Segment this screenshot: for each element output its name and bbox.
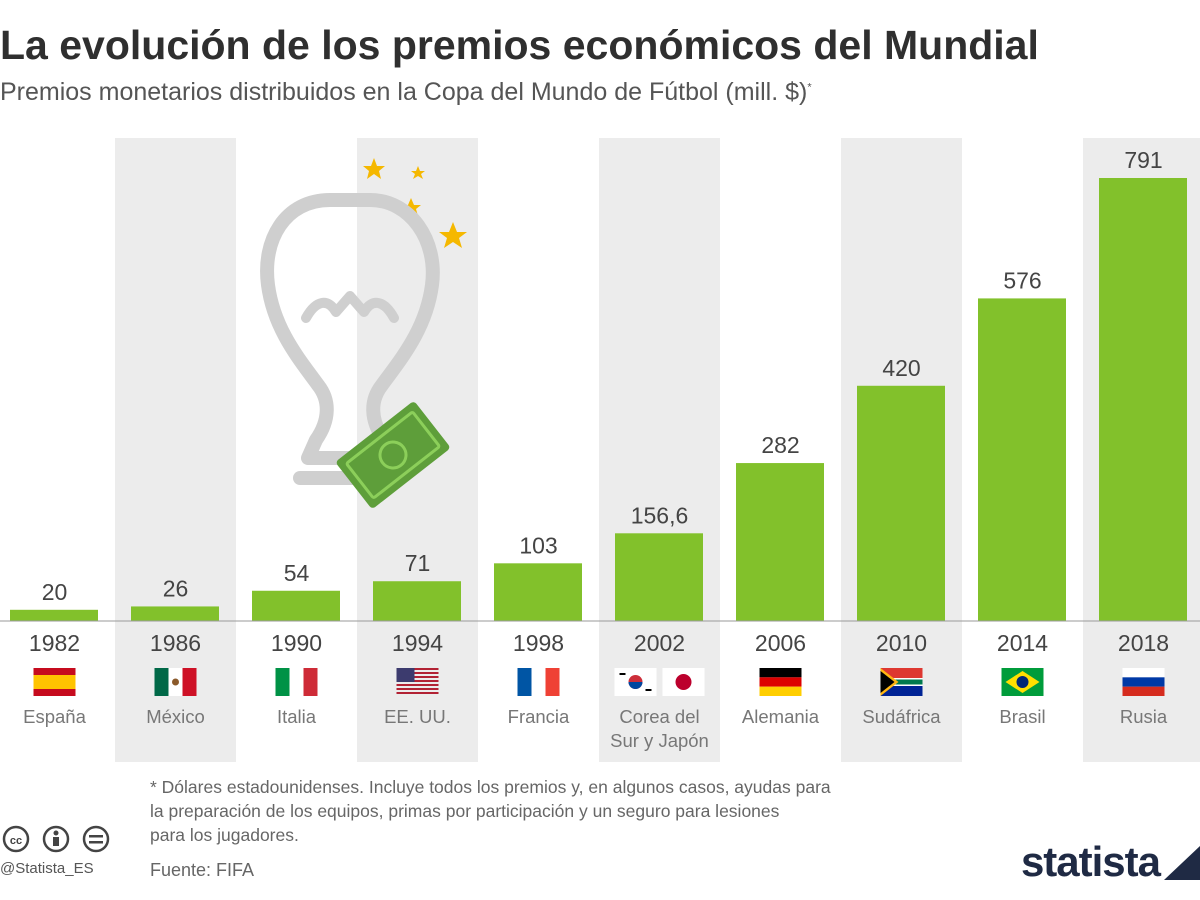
x-tick-label: 1990 (271, 630, 322, 656)
chart-subtitle: Premios monetarios distribuidos en la Co… (0, 78, 812, 107)
x-tick-label: 2018 (1118, 630, 1169, 656)
bar-chart: 20 26 54 71 103 156,6 282 420 576 791 1982 1986 199… (0, 138, 1200, 762)
bar (615, 533, 703, 621)
value-label: 576 (1003, 267, 1041, 293)
twitter-handle: @Statista_ES (0, 860, 94, 877)
x-tick-label: 2014 (997, 630, 1048, 656)
subtitle-text: Premios monetarios distribuidos en la Co… (0, 78, 808, 106)
x-tick-label: 1994 (392, 630, 443, 656)
x-tick-label: 1982 (29, 630, 80, 656)
attribution-icon (42, 825, 70, 853)
x-tick-label: 2010 (876, 630, 927, 656)
value-label: 282 (761, 432, 799, 458)
host-label: Sur y Japón (610, 730, 709, 751)
source-note: Fuente: FIFA (150, 860, 255, 880)
host-label: España (23, 706, 86, 727)
trophy-illustration (260, 158, 467, 508)
bar (131, 606, 219, 621)
no-derivatives-icon (82, 825, 110, 853)
chart-title: La evolución de los premios económicos d… (0, 22, 1039, 68)
value-label: 791 (1124, 147, 1162, 173)
statista-logo: statista (1020, 838, 1161, 885)
column-shading (115, 138, 1200, 762)
flag-icon (154, 668, 197, 696)
host-label: México (146, 706, 205, 727)
value-label: 103 (519, 532, 557, 558)
flag-icon (880, 668, 923, 696)
x-tick-labels: 1982 1986 1990 1994 1998 2002 2006 2010 2014 2018 (29, 630, 1169, 656)
value-label: 420 (882, 355, 920, 381)
bar (252, 590, 340, 621)
bars (10, 178, 1187, 621)
column-shade (599, 138, 720, 762)
statista-logo-icon (1164, 846, 1200, 880)
flag-icon (517, 668, 560, 696)
x-tick-label: 1998 (513, 630, 564, 656)
value-label: 156,6 (631, 502, 689, 528)
flag-icon (614, 668, 705, 696)
bar (1099, 178, 1187, 621)
flag-icon (1001, 668, 1044, 696)
x-tick-label: 1986 (150, 630, 201, 656)
value-label: 20 (42, 579, 68, 605)
footnote: * Dólares estadounidenses. Incluye todos… (150, 775, 990, 847)
host-label: Brasil (999, 706, 1045, 727)
host-label: EE. UU. (384, 706, 451, 727)
flag-icon (275, 668, 318, 696)
flag-icon (759, 668, 802, 696)
flag-icon (396, 668, 439, 694)
bar (736, 463, 824, 621)
host-label: Corea del (619, 706, 699, 727)
column-shade (115, 138, 236, 762)
footnote-line: para los jugadores. (150, 825, 299, 845)
value-label: 54 (284, 560, 310, 586)
footnote-line: la preparación de los equipos, primas po… (150, 801, 780, 821)
footnote-line: * Dólares estadounidenses. Incluye todos… (150, 777, 831, 797)
host-label: Francia (508, 706, 570, 727)
host-label: Sudáfrica (862, 706, 941, 727)
svg-text:cc: cc (10, 835, 22, 847)
banknote-icon (336, 402, 450, 508)
value-label: 26 (163, 575, 189, 601)
host-flags (33, 668, 1165, 696)
x-tick-label: 2006 (755, 630, 806, 656)
value-label: 71 (405, 550, 431, 576)
bar (494, 563, 582, 621)
flag-icon (33, 668, 76, 696)
host-label: Italia (277, 706, 317, 727)
bar (10, 609, 98, 621)
bar (978, 298, 1066, 621)
host-labels: España México Italia EE. UU. Francia Corea de… (23, 706, 1168, 751)
subtitle-footnote-mark: * (807, 81, 812, 94)
host-label: Alemania (742, 706, 820, 727)
flag-icon (1122, 668, 1165, 696)
x-tick-label: 2002 (634, 630, 685, 656)
bar (373, 581, 461, 621)
creative-commons-icons: cc (2, 825, 110, 853)
bar (857, 385, 945, 621)
host-label: Rusia (1120, 706, 1168, 727)
cc-icon (2, 825, 30, 853)
stars-icon (363, 158, 467, 248)
value-labels: 20 26 54 71 103 156,6 282 420 576 791 (42, 147, 1163, 605)
